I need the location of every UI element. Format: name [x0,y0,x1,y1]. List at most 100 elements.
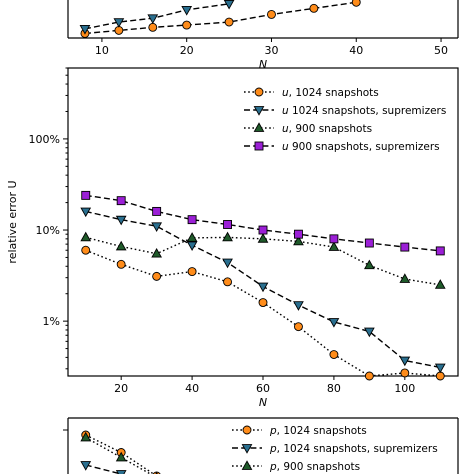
data-point [115,451,127,462]
series-line-4 [85,194,441,252]
legend-marker [242,425,252,435]
legend-marker [253,122,265,132]
data-point [115,240,127,251]
legend-entry-symbol: u [282,105,289,117]
series-group [80,231,446,289]
data-point [351,0,361,7]
legend-entry-symbol: u [282,123,289,135]
data-point [363,259,375,270]
data-point [116,196,126,206]
x-axis-label: N [259,396,267,409]
data-point [187,215,197,225]
legend-entry-text: , 900 snapshots [277,461,360,473]
series-group [80,207,446,374]
data-point [399,356,411,367]
y-tick-label: 1% [43,315,60,328]
data-point [81,190,91,200]
x-tick-label: 20 [114,382,128,395]
data-point [258,298,268,307]
x-axis-label: N [259,58,267,71]
series-line-3 [85,436,152,474]
series-line-1 [85,434,155,474]
legend-entry-text: 1024 snapshots, supremizers [289,105,447,117]
data-point [147,14,159,24]
legend-marker [241,444,253,454]
data-point [309,3,319,13]
legend-entry-2: u 1024 snapshots, supremizers [282,105,446,117]
data-point [80,207,92,218]
x-tick-label: 20 [180,44,194,57]
data-point [364,238,374,248]
legend-entry-1: p, 1024 snapshots [269,425,367,437]
series-line-1 [84,1,357,35]
data-point [151,222,163,232]
data-point [223,277,232,287]
series-group [80,0,361,38]
data-point [79,25,91,35]
data-point [400,368,410,378]
legend-entry-3: p, 900 snapshots [269,461,360,473]
data-point [222,231,233,242]
x-tick-label: 60 [256,382,270,395]
data-point [293,235,304,246]
data-point [81,245,91,255]
legend-marker [254,141,264,151]
data-point [399,273,411,283]
legend-entry-text: , 900 snapshots [289,123,372,135]
legend-entry-symbol: u [282,141,289,153]
series-group [80,461,127,474]
series-line-1 [85,249,441,377]
data-point [224,17,234,27]
x-tick-label: 40 [185,382,199,395]
data-point [257,282,269,293]
data-point [435,246,445,256]
legend-marker [241,460,253,470]
data-point [329,350,339,359]
data-point [363,327,375,338]
y-axis-label: relative error U [6,180,19,263]
data-point [328,318,340,328]
series-group [81,245,445,381]
series-line-2 [85,464,126,474]
data-point [329,234,339,244]
data-point [113,18,125,28]
data-point [222,258,233,269]
legend-entry-4: u 900 snapshots, supremizers [282,141,440,153]
data-point [115,215,127,226]
legend-entry-text: , 1024 snapshots, supremizers [277,443,438,455]
data-point [258,225,268,235]
data-point [152,271,162,281]
data-point [257,233,269,243]
x-tick-label: 80 [327,382,341,395]
data-point [186,241,198,252]
legend: u, 1024 snapshots u 1024 snapshots, supre… [244,87,446,153]
data-point [223,0,235,10]
data-point [148,22,158,32]
legend-entry-2: p, 1024 snapshots, supremizers [269,443,438,455]
series-group [79,0,235,35]
data-point [116,259,126,269]
y-tick-label: 10% [36,224,60,237]
data-point [293,301,304,311]
x-tick-label: 30 [264,44,278,57]
data-point [223,220,232,229]
series-group [81,190,445,256]
legend-entry-text: , 1024 snapshots [277,425,367,437]
legend-marker [253,106,265,116]
data-point [80,461,92,471]
data-point [267,9,276,19]
data-point [182,20,192,30]
data-point [152,206,162,216]
data-point [434,279,446,289]
data-point [187,267,197,277]
data-point [294,322,303,332]
data-point [328,241,340,251]
data-point [80,231,92,242]
legend-entry-1: u, 1024 snapshots [282,87,379,99]
data-point [80,431,92,442]
legend-entry-symbol: p [269,425,277,437]
legend-entry-symbol: p [269,461,277,473]
data-point [434,363,446,374]
